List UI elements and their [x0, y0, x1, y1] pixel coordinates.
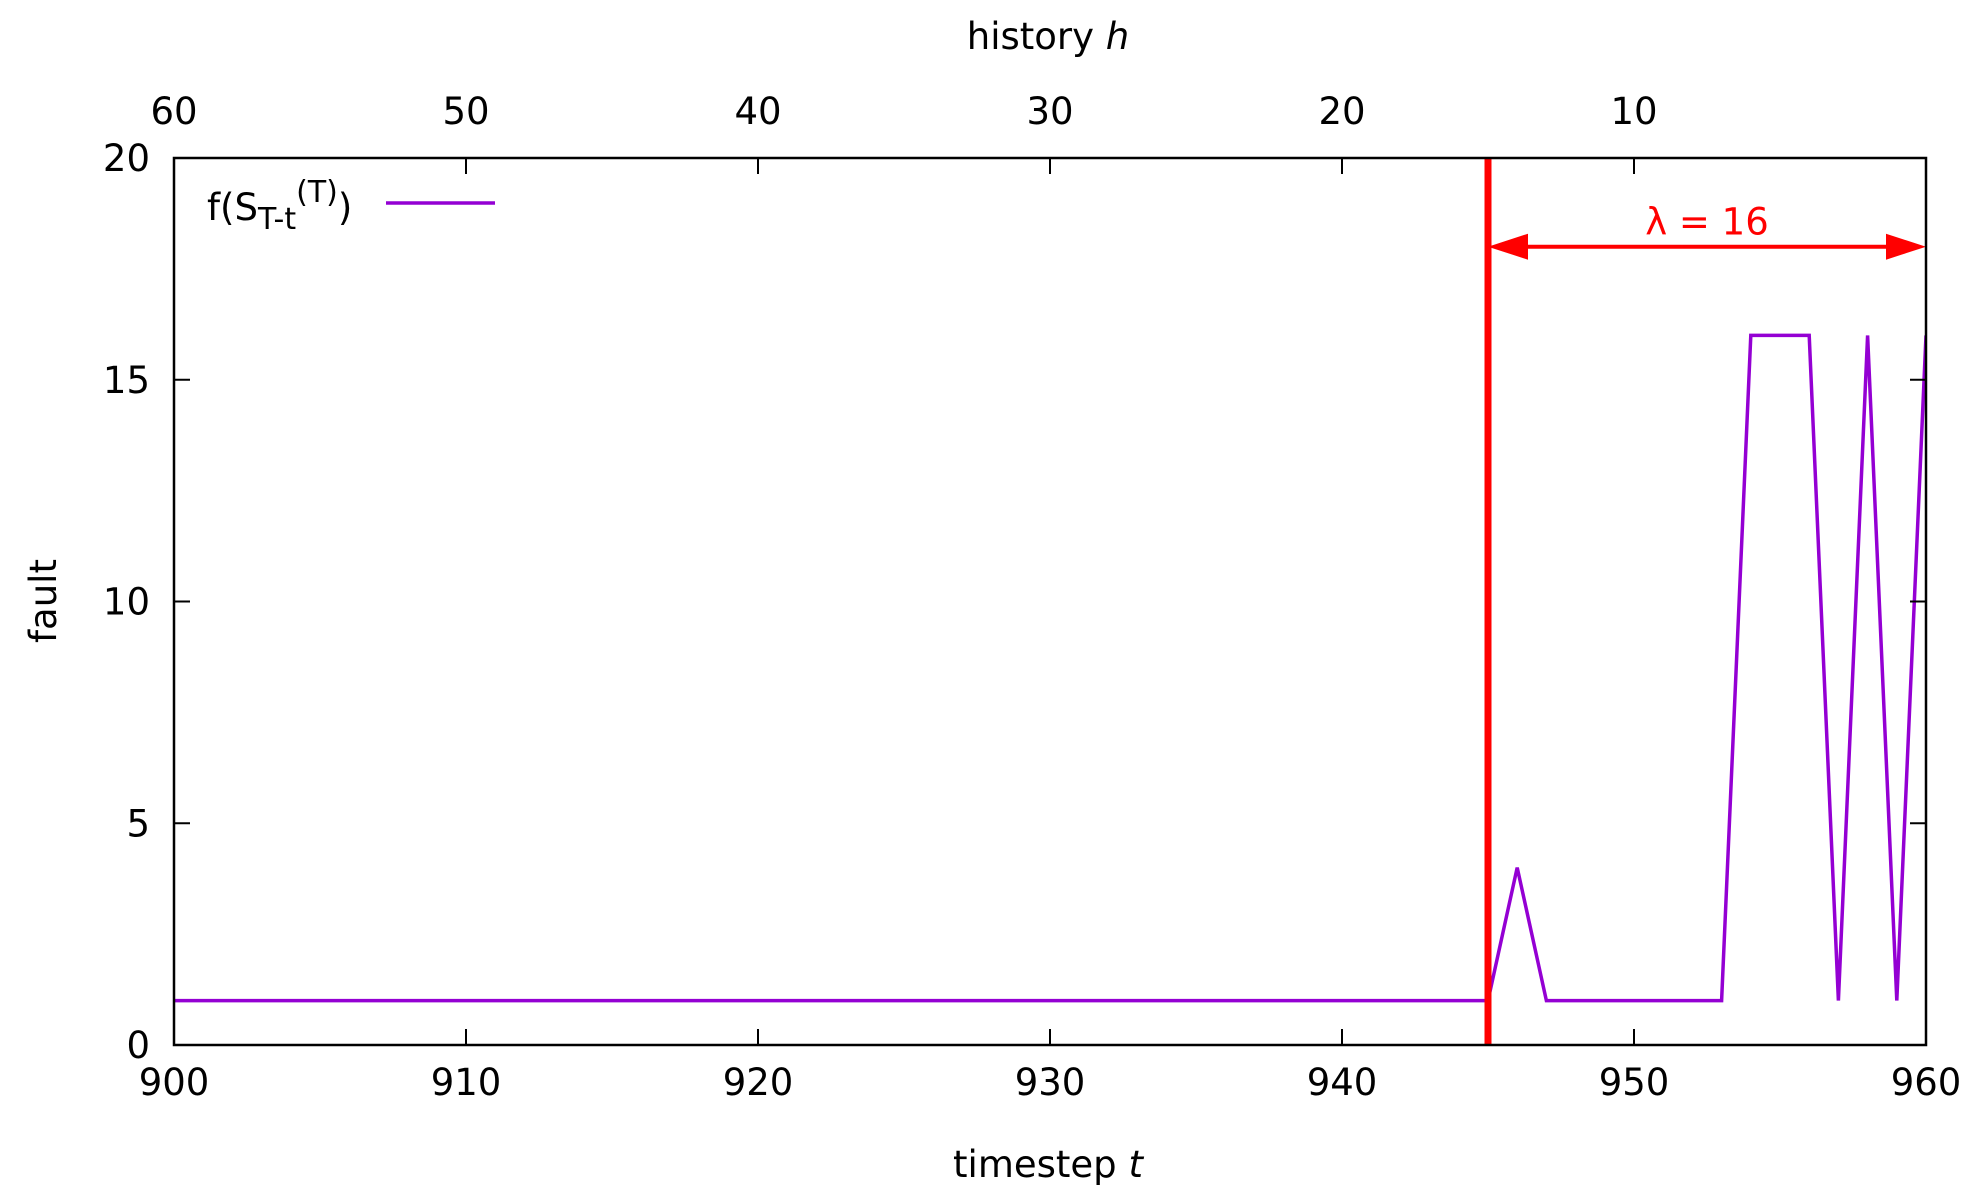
legend: f(ST-t(T)) [207, 175, 495, 237]
x2-tick-label: 30 [1026, 90, 1073, 133]
x-tick-label: 940 [1307, 1061, 1378, 1104]
plot-frame [172, 156, 1928, 1047]
x2-axis-title: history h [967, 15, 1129, 58]
x-tick-label: 900 [139, 1061, 210, 1104]
annotations: λ = 16 [1484, 158, 1926, 1045]
series-line-0 [174, 333, 1926, 1003]
x-tick-label: 950 [1599, 1061, 1670, 1104]
plot-content [174, 333, 1926, 1003]
lambda-arrowhead-left [1488, 233, 1528, 260]
y-tick-label: 15 [103, 359, 150, 402]
x2-tick-label: 20 [1318, 90, 1365, 133]
y-tick-label: 5 [126, 802, 150, 845]
x-tick-label: 920 [723, 1061, 794, 1104]
x2-tick-label: 40 [734, 90, 781, 133]
x2-tick-label: 50 [442, 90, 489, 133]
y-tick-label: 10 [103, 581, 150, 624]
x-axis-title: timestep t [953, 1143, 1144, 1186]
x2-tick-label: 60 [150, 90, 197, 133]
legend-label: f(ST-t(T)) [207, 175, 352, 237]
x-tick-label: 930 [1015, 1061, 1086, 1104]
x-tick-label: 960 [1891, 1061, 1962, 1104]
y-tick-label: 20 [103, 137, 150, 180]
x2-tick-label: 10 [1610, 90, 1657, 133]
y-tick-label: 0 [126, 1024, 150, 1067]
x-tick-label: 910 [431, 1061, 502, 1104]
lambda-label: λ = 16 [1645, 201, 1769, 244]
y-axis-title: fault [22, 559, 65, 643]
lambda-arrowhead-right [1886, 233, 1926, 260]
axis-ticks: 900 910 920 930 940 950 960 60 50 40 30 20 10 0 5 10 15 2… [103, 90, 1961, 1104]
